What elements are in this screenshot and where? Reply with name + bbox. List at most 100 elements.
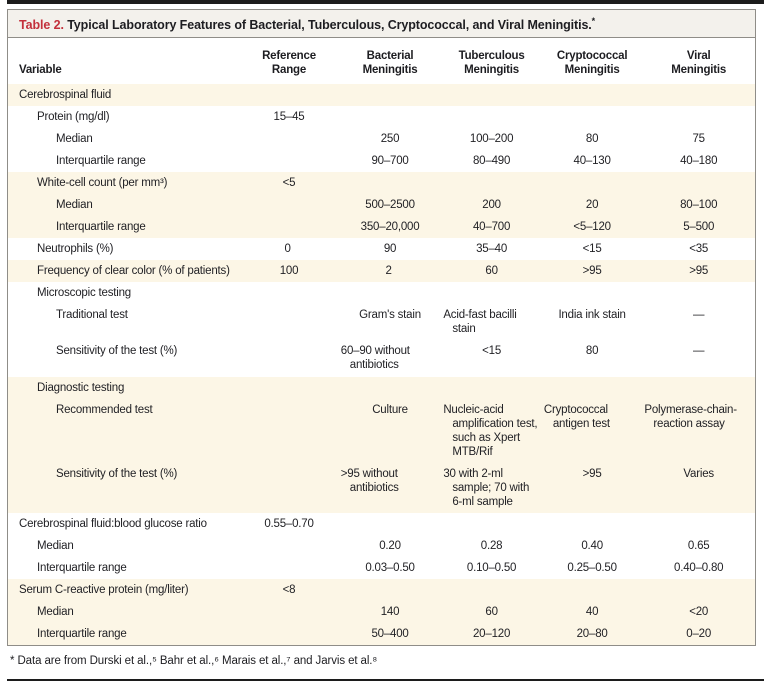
- cell-viral: <35: [642, 238, 755, 260]
- cell-value: 80–100: [680, 199, 718, 212]
- cell-viral: >95: [642, 260, 755, 282]
- header-row: Variable Reference Range Bacterial Menin…: [8, 38, 755, 84]
- cell-viral: 75: [642, 128, 755, 150]
- lab-features-table: Variable Reference Range Bacterial Menin…: [8, 38, 755, 645]
- cell-value: 350–20,000: [360, 221, 420, 234]
- cell-cryptococcal: 20–80: [542, 623, 643, 645]
- cell-tuberculous: 20–120: [441, 623, 542, 645]
- cell-tuberculous: 60: [441, 260, 542, 282]
- row-label: Frequency of clear color (% of patients): [37, 265, 230, 278]
- cell-cryptococcal: 80: [542, 128, 643, 150]
- cell-value: <35: [689, 243, 709, 256]
- row-label: Recommended test: [56, 403, 153, 416]
- cell-value: 250: [380, 133, 400, 146]
- cell-value: >95 without antibiotics: [340, 467, 399, 494]
- top-rule: [7, 0, 764, 4]
- cell-bacterial: [339, 172, 442, 194]
- cell-bacterial: 350–20,000: [339, 216, 442, 238]
- cell-value: >95: [582, 467, 602, 480]
- cell-cryptococcal: [542, 513, 643, 535]
- cell-viral: 5–500: [642, 216, 755, 238]
- cell-value: 200: [482, 199, 501, 212]
- cell-value: <8: [282, 583, 296, 596]
- cell-value: 140: [380, 605, 400, 618]
- cell-value: >95: [582, 265, 602, 278]
- cell-reference: <8: [239, 579, 339, 601]
- cell-value: 0.20: [379, 539, 401, 552]
- footnote: * Data are from Durski et al.,⁵ Bahr et …: [10, 654, 378, 667]
- row-label: Protein (mg/dl): [37, 111, 110, 124]
- row-label: Sensitivity of the test (%): [56, 467, 178, 480]
- column-header-reference-range: Reference Range: [262, 50, 316, 76]
- table-row: Median 140 60 40 <20: [8, 600, 755, 623]
- row-label: Median: [56, 199, 93, 212]
- cell-tuberculous: [441, 282, 542, 304]
- column-header-tuberculous: Tuberculous Meningitis: [458, 50, 525, 76]
- cell-cryptococcal: [542, 106, 643, 128]
- cell-bacterial: 250: [339, 128, 442, 150]
- table-row: Protein (mg/dl) 15–45: [8, 106, 755, 128]
- cell-cryptococcal: [542, 172, 643, 194]
- cell-reference: 0: [239, 238, 339, 260]
- cell-bacterial: 140: [339, 601, 442, 623]
- row-label: Interquartile range: [37, 627, 127, 640]
- cell-cryptococcal: 40–130: [542, 150, 643, 172]
- cell-viral: Polymerase-chain-reaction assay: [642, 399, 755, 463]
- row-label: Sensitivity of the test (%): [56, 345, 178, 358]
- table-row: Cerebrospinal fluid: [8, 84, 755, 107]
- cell-value: 40–130: [573, 155, 611, 168]
- cell-viral: [642, 579, 755, 601]
- column-header-viral: Viral Meningitis: [671, 50, 727, 76]
- cell-reference: [239, 399, 339, 463]
- cell-cryptococcal: [542, 282, 643, 304]
- cell-reference: <5: [239, 172, 339, 194]
- cell-reference: [239, 535, 339, 557]
- table-body: Cerebrospinal fluid Protein (mg/dl) 15–45 M…: [8, 84, 755, 645]
- cell-value: <5–120: [573, 221, 611, 234]
- cell-value: India ink stain: [558, 309, 626, 322]
- cell-value: 0.65: [687, 539, 710, 552]
- cell-value: —: [693, 345, 705, 358]
- row-label: Median: [56, 133, 93, 146]
- cell-value: 80–490: [472, 155, 511, 168]
- cell-reference: [239, 194, 339, 216]
- table-row: Interquartile range 50–400 20–120 20–80 0–20: [8, 622, 755, 645]
- cell-tuberculous: Nucleic-acid amplification test, such as…: [441, 399, 542, 463]
- cell-value: 0: [284, 243, 291, 256]
- column-header-cryptococcal: Cryptococcal Meningitis: [556, 50, 628, 76]
- cell-value: 50–400: [371, 627, 409, 640]
- table-row: Neutrophils (%) 0 90 35–40 <15 <35: [8, 238, 755, 260]
- cell-value: Nucleic-acid amplification test, such as…: [443, 403, 538, 458]
- cell-value: 100: [279, 265, 299, 278]
- cell-value: 20–120: [472, 627, 511, 640]
- cell-viral: [642, 172, 755, 194]
- cell-reference: [239, 128, 339, 150]
- table-row: Median 500–2500 200 20 80–100: [8, 194, 755, 217]
- cell-reference: 100: [239, 260, 339, 282]
- cell-value: —: [693, 309, 705, 322]
- cell-value: 0.40–0.80: [674, 561, 724, 574]
- table-row: Median 0.20 0.28 0.40 0.65: [8, 535, 755, 557]
- row-label: Neutrophils (%): [37, 243, 114, 256]
- cell-tuberculous: [441, 579, 542, 601]
- cell-value: 60: [485, 605, 498, 618]
- cell-viral: 80–100: [642, 194, 755, 216]
- table-row: Serum C-reactive protein (mg/liter) <8: [8, 578, 755, 601]
- cell-value: 75: [692, 133, 705, 146]
- cell-value: Acid-fast bacilli stain: [443, 309, 517, 336]
- cell-cryptococcal: 0.40: [542, 535, 643, 557]
- cell-bacterial: 0.20: [339, 535, 442, 557]
- cell-bacterial: [339, 282, 442, 304]
- cell-viral: [642, 84, 755, 106]
- cell-tuberculous: 100–200: [441, 128, 542, 150]
- cell-value: 20: [585, 199, 599, 212]
- cell-viral: <20: [642, 601, 755, 623]
- cell-value: 0.40: [581, 539, 603, 552]
- cell-bacterial: [339, 106, 442, 128]
- cell-reference: [239, 304, 339, 340]
- cell-reference: 15–45: [239, 106, 339, 128]
- table-row: Median 250 100–200 80 75: [8, 128, 755, 150]
- row-label: Traditional test: [56, 309, 128, 322]
- cell-value: 0.28: [480, 539, 503, 552]
- cell-value: 40–700: [472, 221, 511, 234]
